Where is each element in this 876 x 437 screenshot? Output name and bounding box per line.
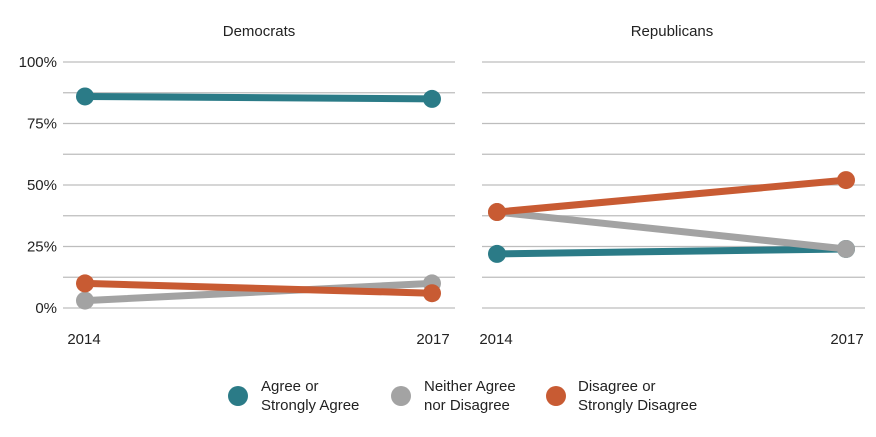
legend-label: Strongly Disagree bbox=[578, 397, 697, 414]
data-point bbox=[423, 89, 441, 108]
data-point bbox=[76, 87, 94, 106]
y-tick-label: 50% bbox=[27, 177, 57, 194]
series-line bbox=[81, 92, 436, 103]
y-tick-label: 100% bbox=[19, 54, 57, 71]
x-tick-label: 2014 bbox=[479, 331, 512, 348]
legend-label: nor Disagree bbox=[424, 397, 510, 414]
series-line bbox=[81, 279, 436, 305]
data-point bbox=[423, 284, 441, 303]
panel-title: Republicans bbox=[631, 23, 714, 40]
chart-legend: Agree or Strongly Agree Neither Agree nor D… bbox=[228, 378, 697, 414]
legend-swatch bbox=[228, 386, 248, 406]
x-tick-label: 2017 bbox=[830, 331, 863, 348]
legend-swatch bbox=[391, 386, 411, 406]
series-line bbox=[81, 279, 436, 297]
y-tick-label: 75% bbox=[27, 116, 57, 133]
panel-republicans: Republicans 2014 2017 bbox=[479, 23, 865, 348]
panel-title: Democrats bbox=[223, 23, 296, 40]
data-point bbox=[488, 244, 506, 263]
data-point bbox=[488, 203, 506, 222]
data-point bbox=[837, 239, 855, 258]
y-tick-label: 25% bbox=[27, 239, 57, 256]
y-tick-label: 0% bbox=[35, 300, 57, 317]
legend-item-disagree: Disagree or Strongly Disagree bbox=[546, 378, 697, 414]
series-disagree bbox=[76, 274, 441, 303]
series-line bbox=[493, 176, 850, 216]
data-point bbox=[837, 171, 855, 190]
data-point bbox=[76, 291, 94, 310]
x-tick-label: 2017 bbox=[416, 331, 449, 348]
legend-label: Strongly Agree bbox=[261, 397, 359, 414]
legend-label: Neither Agree bbox=[424, 378, 516, 395]
data-point bbox=[76, 274, 94, 293]
panel-democrats: Democrats 100% 75% 50% 25% 0% 2014 2017 bbox=[19, 23, 455, 348]
legend-item-agree: Agree or Strongly Agree bbox=[228, 378, 359, 414]
legend-label: Disagree or bbox=[578, 378, 656, 395]
series-line bbox=[493, 208, 850, 253]
series-line bbox=[493, 245, 850, 258]
series-disagree bbox=[488, 171, 855, 222]
legend-swatch bbox=[546, 386, 566, 406]
x-tick-label: 2014 bbox=[67, 331, 100, 348]
legend-label: Agree or bbox=[261, 378, 319, 395]
series-agree bbox=[76, 87, 441, 108]
legend-item-neither: Neither Agree nor Disagree bbox=[391, 378, 516, 414]
